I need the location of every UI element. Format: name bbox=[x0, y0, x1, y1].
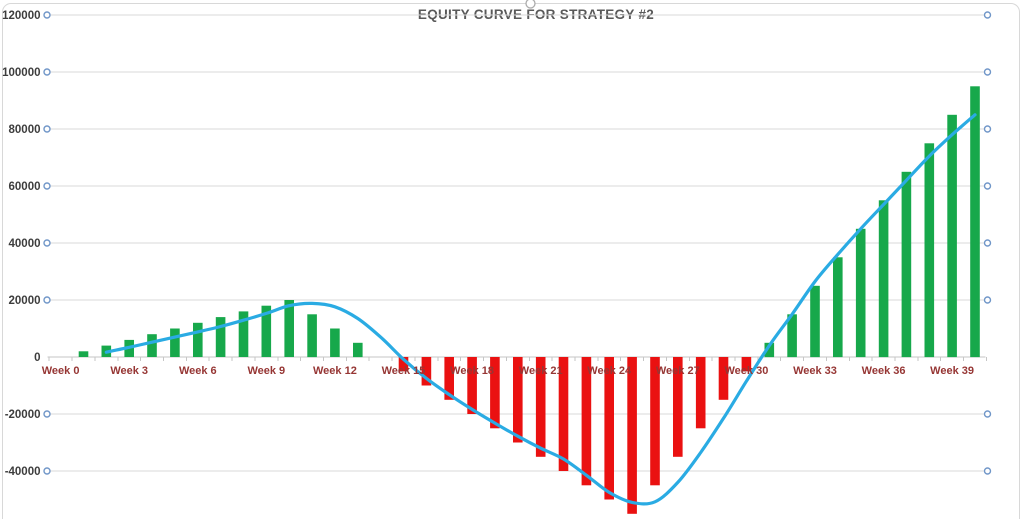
svg-text:Week 3: Week 3 bbox=[110, 365, 148, 377]
svg-text:Week 39: Week 39 bbox=[930, 365, 974, 377]
svg-text:Week 6: Week 6 bbox=[179, 365, 217, 377]
selection-handle-icon bbox=[43, 296, 51, 304]
selection-handle-icon bbox=[983, 68, 992, 76]
selection-handle-icon bbox=[983, 182, 992, 190]
equity-bar[interactable] bbox=[467, 357, 477, 414]
equity-columns[interactable] bbox=[78, 86, 980, 514]
equity-bar[interactable] bbox=[695, 357, 706, 429]
selection-handle-icon bbox=[43, 68, 51, 76]
svg-text:100000: 100000 bbox=[2, 67, 40, 79]
svg-text:60000: 60000 bbox=[9, 181, 41, 193]
svg-text:Week 30: Week 30 bbox=[724, 365, 768, 377]
equity-bar[interactable] bbox=[193, 322, 203, 357]
equity-bar[interactable] bbox=[353, 342, 363, 358]
equity-bar[interactable] bbox=[604, 357, 614, 500]
svg-text:-20000: -20000 bbox=[5, 409, 41, 421]
chart-resize-handle-icon[interactable] bbox=[525, 0, 536, 9]
selection-handle-icon bbox=[983, 125, 992, 133]
svg-text:Week 0: Week 0 bbox=[42, 365, 80, 377]
equity-bar[interactable] bbox=[581, 357, 592, 486]
svg-text:Week 21: Week 21 bbox=[519, 365, 563, 377]
selection-handle-icon bbox=[43, 467, 51, 475]
selection-handle-icon bbox=[43, 11, 51, 19]
major-gridlines[interactable] bbox=[47, 14, 986, 472]
equity-bar[interactable] bbox=[764, 342, 775, 358]
equity-bar[interactable] bbox=[330, 328, 340, 358]
selection-handle-icon bbox=[43, 239, 51, 247]
gridline-selection-handles bbox=[43, 11, 992, 475]
equity-bar[interactable] bbox=[170, 328, 180, 358]
equity-bar[interactable] bbox=[673, 357, 683, 457]
svg-text:80000: 80000 bbox=[9, 124, 41, 136]
svg-text:Week 27: Week 27 bbox=[656, 365, 700, 377]
selection-handle-icon bbox=[983, 11, 992, 19]
equity-bar[interactable] bbox=[261, 305, 272, 357]
trend-line[interactable] bbox=[104, 113, 977, 506]
svg-text:Week 15: Week 15 bbox=[382, 365, 426, 377]
equity-bar[interactable] bbox=[901, 171, 912, 358]
equity-bar[interactable] bbox=[650, 357, 660, 486]
svg-text:40000: 40000 bbox=[9, 238, 41, 250]
equity-bar[interactable] bbox=[147, 334, 157, 357]
selection-handle-icon bbox=[983, 296, 992, 304]
svg-text:Week 12: Week 12 bbox=[313, 365, 357, 377]
svg-text:0: 0 bbox=[34, 352, 40, 364]
equity-bar[interactable] bbox=[878, 200, 889, 358]
equity-bar[interactable] bbox=[947, 114, 957, 358]
selection-handle-icon bbox=[983, 410, 992, 418]
equity-bar[interactable] bbox=[490, 357, 500, 429]
equity-bar[interactable] bbox=[855, 228, 866, 358]
svg-text:Week 36: Week 36 bbox=[862, 365, 906, 377]
svg-text:120000: 120000 bbox=[2, 10, 40, 22]
equity-bar[interactable] bbox=[444, 357, 454, 400]
equity-bar[interactable] bbox=[78, 351, 89, 357]
equity-bar[interactable] bbox=[627, 357, 637, 514]
equity-bar[interactable] bbox=[810, 285, 820, 358]
selection-handle-icon bbox=[43, 410, 51, 418]
selection-handle-icon bbox=[983, 239, 992, 247]
x-axis-labels[interactable]: Week 0 Week 3 Week 6 Week 9 Week 12 Week 15 We… bbox=[42, 365, 974, 377]
svg-text:Week 33: Week 33 bbox=[793, 365, 837, 377]
equity-bar[interactable] bbox=[718, 357, 729, 400]
svg-text:20000: 20000 bbox=[9, 295, 41, 307]
equity-bar[interactable] bbox=[421, 357, 432, 386]
equity-bar[interactable] bbox=[284, 300, 294, 357]
equity-bar[interactable] bbox=[307, 314, 317, 358]
equity-bar[interactable] bbox=[238, 311, 249, 357]
equity-bar[interactable] bbox=[398, 357, 409, 372]
selection-handle-icon bbox=[983, 467, 992, 475]
y-axis-labels[interactable]: 120000 100000 80000 60000 40000 20000 0 -20000 -… bbox=[2, 10, 40, 478]
svg-text:Week 24: Week 24 bbox=[587, 365, 632, 377]
equity-bar[interactable] bbox=[535, 357, 546, 457]
equity-bar[interactable] bbox=[513, 357, 523, 443]
equity-bar[interactable] bbox=[741, 357, 752, 372]
svg-text:Week 9: Week 9 bbox=[247, 365, 285, 377]
svg-text:Week 18: Week 18 bbox=[450, 365, 494, 377]
equity-bar[interactable] bbox=[558, 357, 569, 471]
svg-text:-40000: -40000 bbox=[5, 466, 41, 478]
equity-bar[interactable] bbox=[833, 257, 843, 358]
selection-handle-icon bbox=[43, 182, 51, 190]
equity-bar[interactable] bbox=[970, 86, 980, 358]
selection-handle-icon bbox=[43, 125, 51, 133]
equity-bar[interactable] bbox=[787, 314, 797, 358]
equity-bar[interactable] bbox=[215, 317, 226, 357]
equity-bar[interactable] bbox=[924, 143, 935, 358]
